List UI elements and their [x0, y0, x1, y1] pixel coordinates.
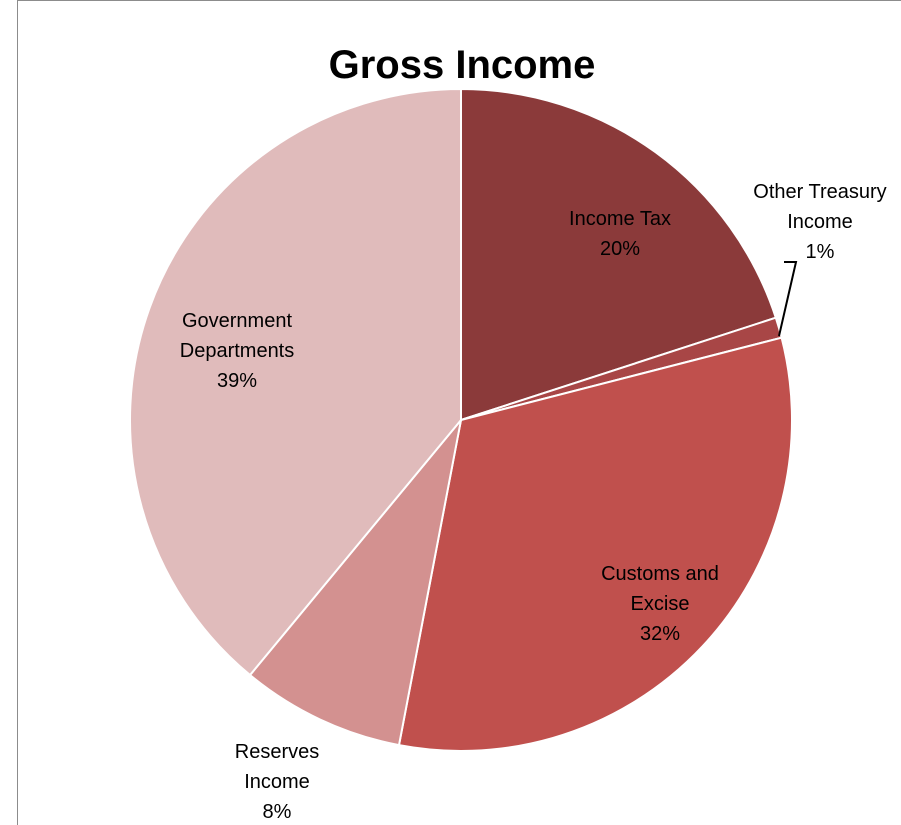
data-label-government-departments: Government Departments 39%	[180, 310, 295, 392]
data-label-reserves-income: Reserves Income 8%	[235, 741, 319, 823]
pie-slice-customs-and-excise	[397, 336, 793, 752]
data-label-income-tax: Income Tax 20%	[569, 208, 671, 260]
data-label-customs-and-excise: Customs and Excise 32%	[601, 563, 719, 645]
data-label-other-treasury-income: Other Treasury Income 1%	[753, 181, 886, 263]
chart-frame	[17, 0, 901, 825]
leader-line-other-treasury-income	[778, 261, 798, 337]
pie-slice-reserves-income	[248, 419, 462, 747]
pie-slice-government-departments	[129, 87, 462, 677]
chart-title: Gross Income	[329, 43, 596, 87]
pie-slice-income-tax	[460, 87, 778, 422]
